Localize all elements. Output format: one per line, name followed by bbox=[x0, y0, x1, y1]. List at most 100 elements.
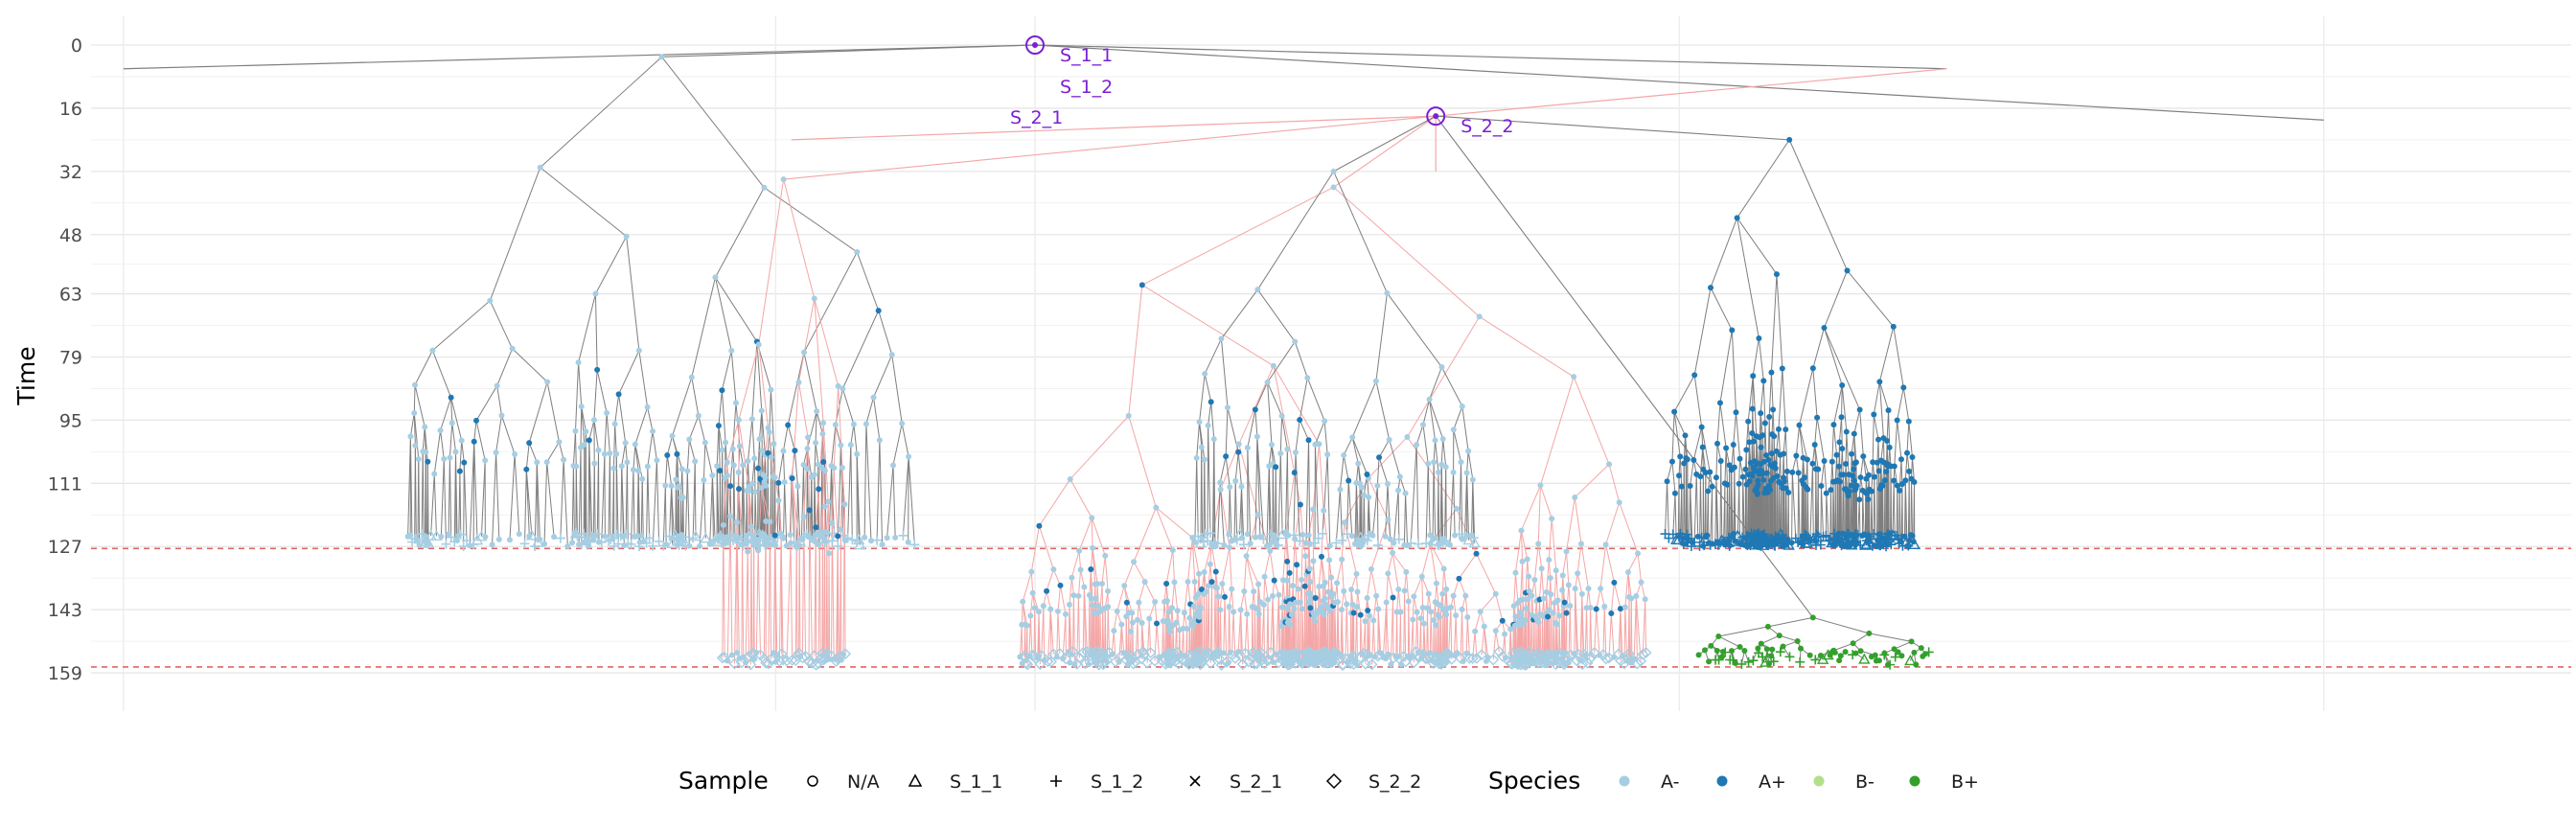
tree-edge bbox=[1747, 376, 1754, 422]
tree-edge bbox=[1078, 518, 1092, 551]
tree-edge bbox=[1029, 592, 1034, 616]
tree-node bbox=[1417, 615, 1424, 622]
tree-node bbox=[1823, 490, 1829, 496]
tree-node bbox=[1070, 592, 1077, 599]
tree-node bbox=[615, 391, 622, 398]
tree-node bbox=[714, 463, 721, 470]
tree-node bbox=[1243, 553, 1250, 560]
tree-edge bbox=[1209, 564, 1213, 583]
tree-edge bbox=[1286, 449, 1289, 536]
tree-edge bbox=[1300, 504, 1303, 536]
tip-diamond bbox=[1138, 648, 1150, 660]
tree-edge bbox=[1834, 481, 1837, 538]
tree-edge bbox=[1495, 593, 1504, 621]
tree-edge bbox=[1392, 552, 1407, 573]
tree-edge bbox=[1758, 337, 1764, 381]
tree-edge bbox=[1596, 587, 1601, 610]
tree-edge bbox=[1608, 613, 1612, 658]
tree-edge bbox=[680, 497, 683, 536]
tree-node bbox=[1244, 531, 1251, 538]
tree-edge bbox=[1467, 450, 1474, 480]
tree-edge bbox=[1613, 582, 1622, 610]
tree-node bbox=[1833, 451, 1840, 458]
tree-node bbox=[1292, 599, 1299, 606]
tree-node bbox=[1284, 446, 1291, 452]
tree-edge bbox=[1077, 569, 1082, 596]
tip-plus bbox=[519, 539, 530, 549]
tree-node bbox=[1853, 539, 1860, 545]
tree-node bbox=[1326, 542, 1333, 549]
tree-edge bbox=[698, 415, 706, 444]
tip-plus bbox=[1795, 656, 1806, 667]
tree-node bbox=[1198, 444, 1205, 450]
tree-edge bbox=[1314, 444, 1320, 539]
tree-node bbox=[1633, 593, 1640, 600]
tree-node bbox=[1525, 596, 1531, 603]
tree-edge bbox=[1220, 489, 1230, 548]
tree-node bbox=[1193, 454, 1200, 461]
tree-node bbox=[1836, 439, 1843, 446]
tree-node bbox=[1334, 580, 1341, 587]
tree-edge bbox=[666, 435, 674, 456]
tree-node bbox=[1708, 642, 1714, 649]
tree-edge bbox=[536, 462, 540, 540]
tree-node bbox=[1312, 618, 1319, 625]
tree-node bbox=[1547, 574, 1553, 581]
tree-edge bbox=[1831, 461, 1834, 482]
tree-node bbox=[1818, 483, 1825, 490]
tree-edge bbox=[780, 534, 784, 660]
tree-node bbox=[537, 164, 543, 171]
tree-edge bbox=[850, 445, 853, 541]
tree-edge bbox=[1442, 610, 1445, 657]
tree-node bbox=[1763, 470, 1770, 476]
tree-node bbox=[1154, 620, 1161, 627]
tree-edge bbox=[681, 469, 684, 498]
tree-edge bbox=[761, 487, 771, 522]
tree-edge bbox=[691, 377, 700, 416]
y-tick-label: 95 bbox=[59, 410, 82, 431]
tree-edge bbox=[626, 236, 640, 351]
tree-node bbox=[1571, 651, 1577, 657]
tree-node bbox=[771, 474, 778, 481]
tree-edge bbox=[637, 471, 641, 542]
tree-node bbox=[1518, 527, 1525, 534]
tree-edge bbox=[1254, 381, 1269, 410]
tree-edge bbox=[841, 310, 880, 389]
tree-node bbox=[800, 462, 807, 469]
tree-edge bbox=[1215, 571, 1219, 597]
tree-node bbox=[775, 479, 782, 486]
tree-node bbox=[1057, 582, 1064, 588]
tree-edge bbox=[1069, 577, 1072, 605]
tree-node bbox=[1736, 455, 1743, 462]
tree-node bbox=[1287, 601, 1294, 608]
tree-node bbox=[1420, 620, 1427, 627]
tree-edge bbox=[1333, 115, 1437, 173]
tree-edge bbox=[525, 469, 533, 536]
tree-node bbox=[748, 480, 755, 487]
tree-edge bbox=[1539, 377, 1575, 486]
tree-node bbox=[811, 295, 817, 302]
tree-node bbox=[1577, 541, 1584, 547]
tree-edge bbox=[1707, 472, 1711, 492]
tree-edge bbox=[1296, 564, 1300, 589]
tree-edge bbox=[1558, 615, 1561, 654]
tree-node bbox=[1211, 543, 1218, 550]
tree-edge bbox=[1208, 564, 1211, 587]
tree-node bbox=[1438, 461, 1445, 468]
tree-node bbox=[739, 541, 746, 548]
tree-node bbox=[1891, 646, 1898, 653]
tree-edge bbox=[461, 440, 465, 463]
tree-node bbox=[1724, 481, 1731, 488]
tree-node bbox=[1044, 587, 1050, 594]
tree-edge bbox=[440, 397, 452, 431]
tree-edge bbox=[546, 381, 560, 443]
tree-edge bbox=[718, 426, 724, 450]
tip-plus bbox=[842, 533, 853, 543]
tree-node bbox=[748, 416, 755, 423]
tree-node bbox=[1559, 572, 1566, 579]
annotation-label: S_2_2 bbox=[1460, 116, 1513, 137]
tree-node bbox=[1606, 461, 1613, 468]
tree-node bbox=[1146, 615, 1153, 622]
tree-edge bbox=[803, 465, 806, 537]
tree-edge bbox=[1238, 365, 1275, 445]
